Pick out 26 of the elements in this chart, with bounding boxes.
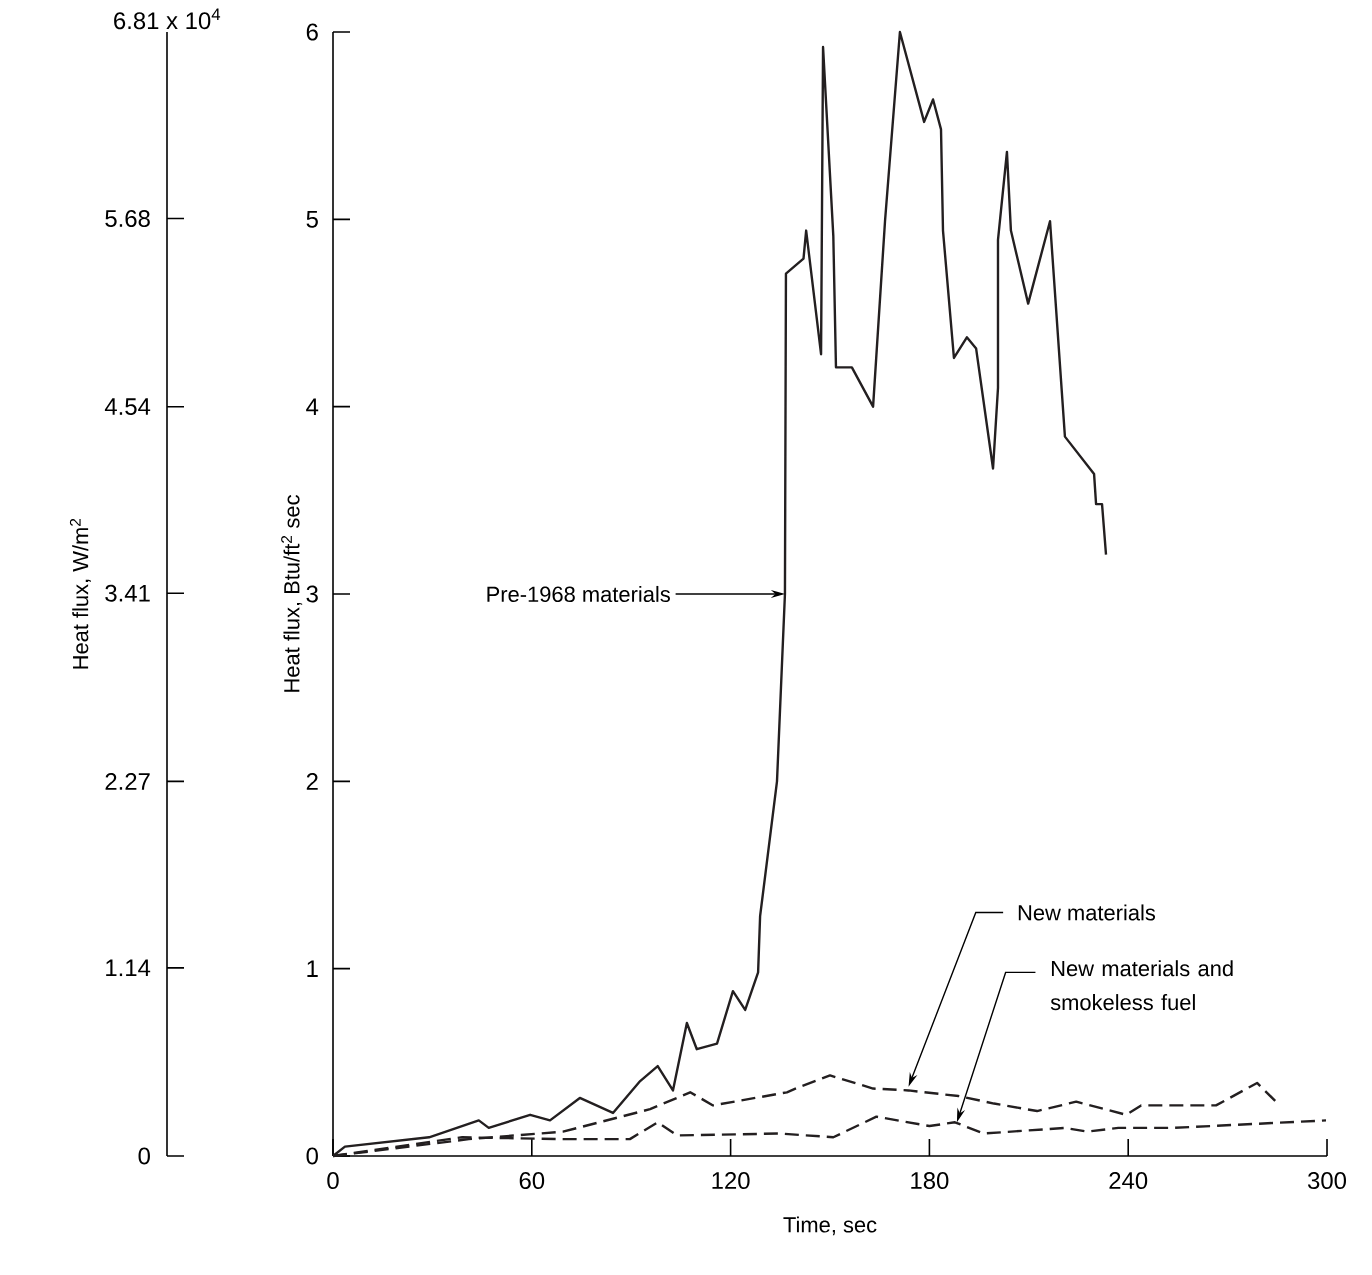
annotation: Pre-1968 materials bbox=[487, 585, 670, 603]
x-tick-label: 180 bbox=[911, 1172, 949, 1190]
text: 6.81 x 10$^{4}$ bbox=[114, 8, 221, 30]
y2-tick-label: 5.68 bbox=[105, 210, 150, 227]
y2-tick-label: 1.14 bbox=[106, 959, 151, 977]
y-tick-label: 5 bbox=[306, 210, 318, 228]
annotation: New materials and smokeless fuel bbox=[1050, 960, 1233, 1011]
y2-axis-title: Heat flux, W/m$^{2}$ bbox=[69, 518, 91, 669]
x-tick-label: 300 bbox=[1307, 1172, 1347, 1190]
y2-tick-label: 4.54 bbox=[104, 398, 151, 416]
x-tick-label: 60 bbox=[519, 1172, 545, 1190]
y-tick-label: 0 bbox=[306, 1147, 318, 1165]
y2-tick-label: 0 bbox=[138, 1147, 150, 1165]
y-axis-title: Heat flux, Btu/ft$^{2}$ sec bbox=[281, 495, 303, 692]
y-tick-label: 1 bbox=[307, 960, 318, 977]
x-tick-label: 0 bbox=[327, 1172, 339, 1190]
y-tick-label: 4 bbox=[306, 398, 319, 415]
annotation: New materials bbox=[1018, 904, 1156, 921]
y-tick-label: 6 bbox=[306, 23, 318, 41]
x-axis-title: Time, sec bbox=[783, 1216, 877, 1236]
y-tick-label: 3 bbox=[306, 585, 318, 603]
y2-tick-label: 2.27 bbox=[105, 773, 150, 790]
y-tick-label: 2 bbox=[306, 772, 318, 790]
x-tick-label: 240 bbox=[1109, 1172, 1148, 1190]
y2-tick-label: 3.41 bbox=[105, 584, 150, 602]
x-tick-label: 120 bbox=[712, 1172, 750, 1190]
